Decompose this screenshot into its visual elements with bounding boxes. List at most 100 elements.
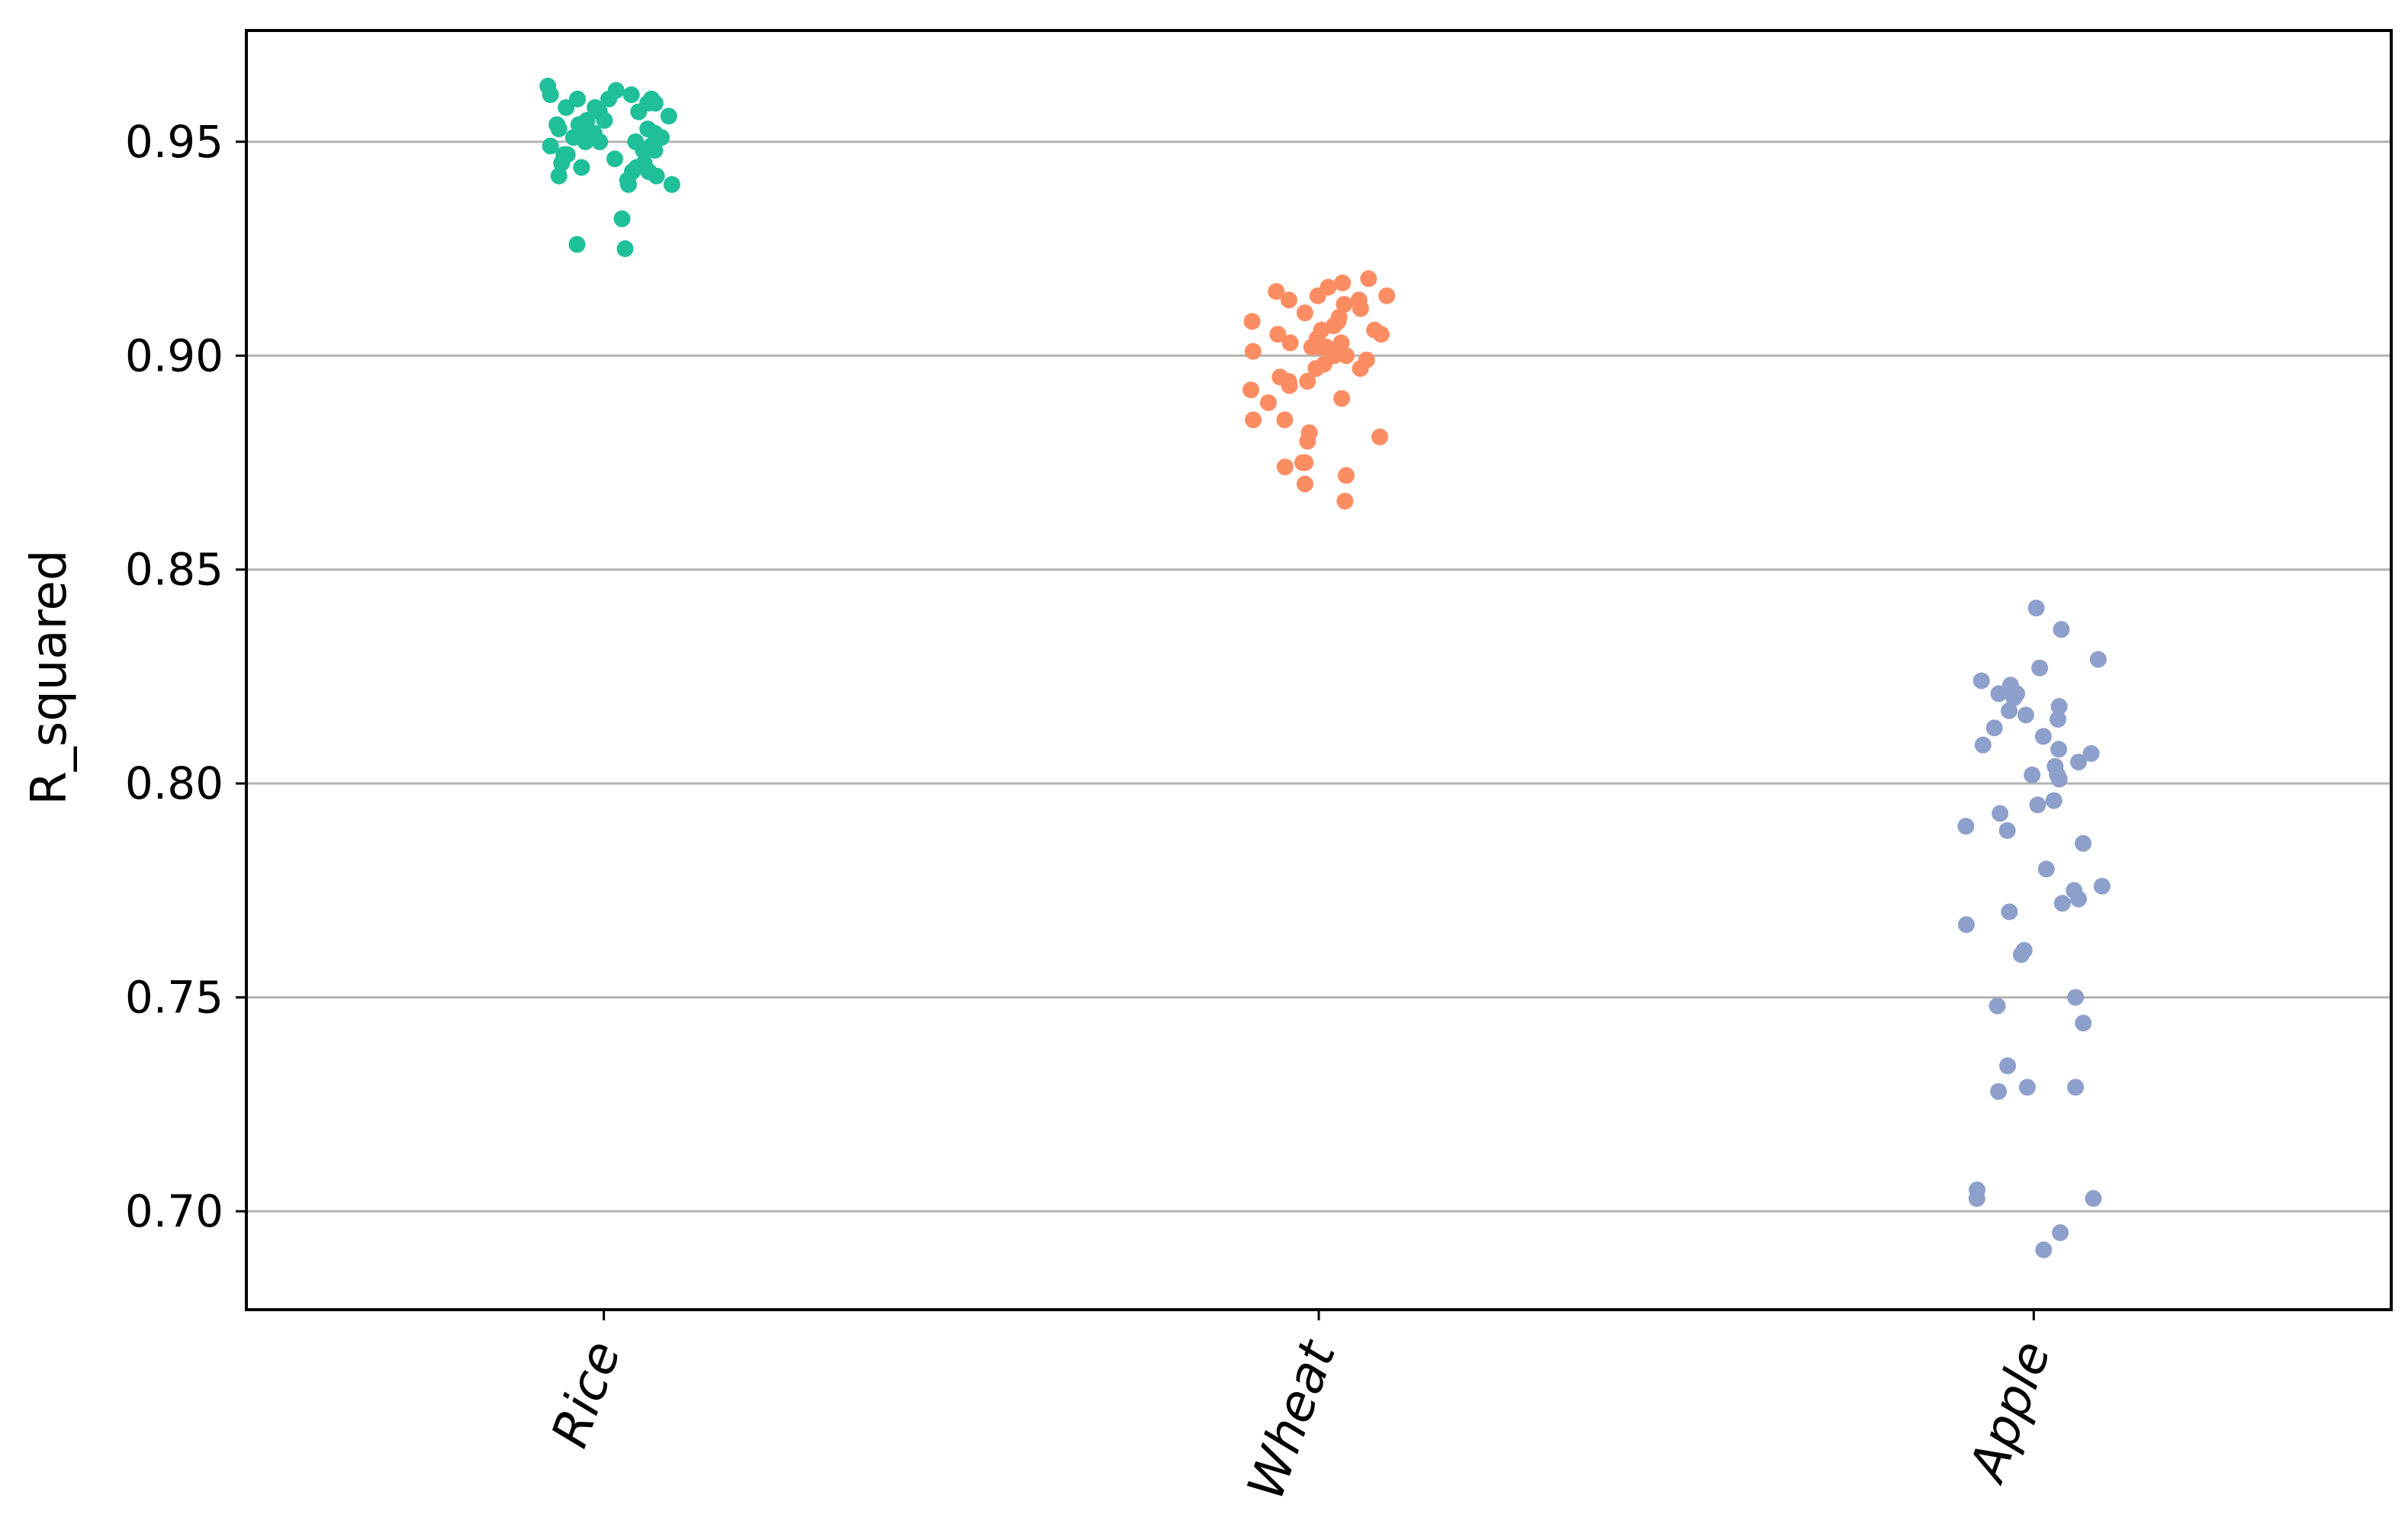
y-tick-label: 0.85 bbox=[125, 544, 223, 596]
data-point-rice bbox=[587, 98, 604, 116]
data-point-rice bbox=[568, 236, 586, 253]
data-point-rice bbox=[635, 154, 653, 172]
data-point-apple bbox=[1969, 1181, 1986, 1198]
data-point-apple bbox=[1974, 736, 1992, 754]
data-point-wheat bbox=[1269, 326, 1287, 343]
data-point-rice bbox=[643, 90, 661, 108]
data-point-rice bbox=[660, 108, 677, 125]
data-point-apple bbox=[2075, 1014, 2092, 1032]
y-axis-ticks: 0.70 0.75 0.80 0.85 0.90 0.95 bbox=[125, 116, 246, 1237]
data-point-rice bbox=[585, 124, 603, 142]
data-point-wheat bbox=[1350, 291, 1368, 309]
data-point-wheat bbox=[1281, 334, 1299, 352]
data-point-wheat bbox=[1371, 428, 1388, 445]
data-point-wheat bbox=[1378, 287, 1396, 304]
data-point-wheat bbox=[1366, 321, 1384, 339]
data-point-wheat bbox=[1297, 454, 1314, 471]
data-point-apple bbox=[2067, 989, 2085, 1006]
data-point-apple bbox=[2037, 860, 2055, 878]
data-point-rice bbox=[627, 133, 645, 150]
data-point-wheat bbox=[1296, 475, 1313, 493]
data-point-apple bbox=[1999, 1057, 2017, 1075]
data-point-rice bbox=[663, 175, 680, 193]
y-tick-label: 0.95 bbox=[125, 116, 223, 168]
data-point-rice bbox=[607, 82, 625, 99]
data-point-apple bbox=[2067, 1079, 2085, 1096]
data-point-wheat bbox=[1360, 270, 1378, 288]
y-tick-label: 0.70 bbox=[125, 1185, 223, 1237]
data-point-apple bbox=[2053, 895, 2071, 912]
data-point-wheat bbox=[1243, 313, 1261, 330]
data-point-apple bbox=[2093, 877, 2111, 895]
data-point-apple bbox=[1988, 997, 2006, 1014]
data-point-rice bbox=[550, 167, 567, 185]
data-point-apple bbox=[2085, 1190, 2102, 1207]
data-point-apple bbox=[1992, 805, 2009, 822]
data-point-apple bbox=[1972, 672, 1990, 690]
data-point-wheat bbox=[1299, 372, 1317, 390]
data-point-rice bbox=[613, 210, 631, 227]
data-point-apple bbox=[1990, 685, 2008, 703]
data-point-apple bbox=[2045, 792, 2062, 809]
data-point-apple bbox=[1985, 719, 2003, 737]
data-point-apple bbox=[2034, 728, 2052, 745]
data-point-rice bbox=[542, 137, 559, 155]
data-point-wheat bbox=[1280, 291, 1297, 309]
data-point-apple bbox=[2075, 834, 2092, 852]
data-point-rice bbox=[569, 90, 587, 108]
data-point-wheat bbox=[1296, 304, 1313, 322]
data-point-apple bbox=[1990, 1082, 2008, 1100]
data-point-wheat bbox=[1242, 381, 1259, 399]
y-tick-label: 0.80 bbox=[125, 757, 223, 809]
data-point-wheat bbox=[1334, 274, 1352, 291]
data-point-apple bbox=[2052, 1224, 2069, 1242]
data-point-apple bbox=[2050, 711, 2067, 728]
data-point-apple bbox=[2089, 651, 2107, 668]
data-point-wheat bbox=[1276, 458, 1294, 476]
data-point-wheat bbox=[1337, 347, 1355, 365]
data-point-apple bbox=[2050, 741, 2068, 758]
data-point-apple bbox=[2001, 903, 2018, 921]
data-point-rice bbox=[616, 240, 634, 258]
data-point-wheat bbox=[1245, 411, 1262, 429]
data-point-apple bbox=[1957, 916, 1975, 934]
data-point-apple bbox=[2066, 882, 2083, 899]
data-point-apple bbox=[2050, 698, 2068, 715]
data-points bbox=[539, 77, 2111, 1259]
data-point-wheat bbox=[1336, 492, 1354, 510]
data-point-rice bbox=[548, 116, 566, 133]
data-point-apple bbox=[1998, 822, 2016, 839]
y-tick-label: 0.75 bbox=[125, 972, 223, 1024]
data-point-apple bbox=[2018, 1079, 2036, 1096]
data-point-apple bbox=[2001, 677, 2019, 694]
data-point-apple bbox=[2070, 754, 2088, 771]
data-point-rice bbox=[539, 77, 557, 95]
data-point-rice bbox=[622, 86, 640, 104]
data-point-apple bbox=[2027, 600, 2045, 617]
data-point-rice bbox=[639, 121, 657, 137]
data-point-wheat bbox=[1268, 283, 1285, 301]
data-point-wheat bbox=[1333, 390, 1351, 407]
data-point-apple bbox=[2031, 659, 2049, 677]
data-point-apple bbox=[2046, 757, 2064, 775]
y-axis-label: R_squared bbox=[21, 549, 78, 805]
data-point-wheat bbox=[1336, 295, 1353, 313]
data-point-wheat bbox=[1244, 342, 1262, 360]
data-point-apple bbox=[2015, 941, 2033, 959]
data-point-rice bbox=[578, 111, 596, 129]
data-point-rice bbox=[606, 150, 624, 168]
data-point-apple bbox=[2001, 702, 2018, 719]
data-point-apple bbox=[2035, 1241, 2053, 1259]
data-point-apple bbox=[2053, 621, 2070, 638]
y-tick-label: 0.90 bbox=[125, 330, 223, 381]
data-point-rice bbox=[555, 146, 573, 163]
data-point-apple bbox=[1957, 818, 1975, 835]
data-point-apple bbox=[2082, 744, 2100, 762]
data-point-wheat bbox=[1320, 278, 1337, 296]
data-point-wheat bbox=[1300, 424, 1318, 442]
data-point-rice bbox=[573, 159, 590, 176]
data-point-wheat bbox=[1276, 411, 1294, 429]
data-point-wheat bbox=[1337, 467, 1355, 484]
data-point-apple bbox=[2029, 796, 2046, 814]
